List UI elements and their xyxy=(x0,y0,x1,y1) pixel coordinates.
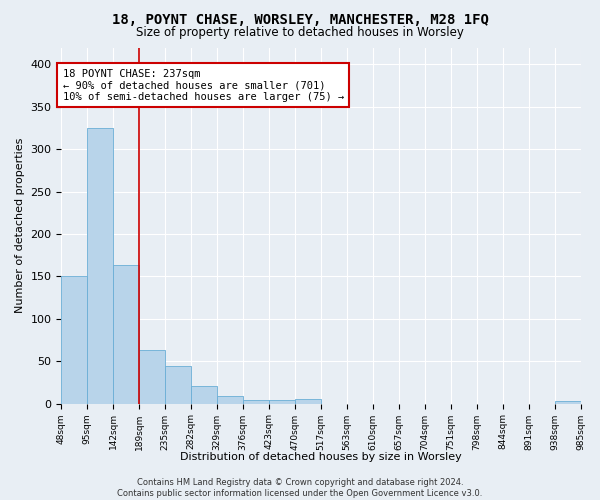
Bar xyxy=(61,276,88,404)
Bar xyxy=(139,350,165,404)
Bar xyxy=(217,396,243,404)
Text: Size of property relative to detached houses in Worsley: Size of property relative to detached ho… xyxy=(136,26,464,39)
Bar xyxy=(88,128,113,404)
Text: Contains HM Land Registry data © Crown copyright and database right 2024.
Contai: Contains HM Land Registry data © Crown c… xyxy=(118,478,482,498)
Bar xyxy=(269,400,295,404)
Bar xyxy=(295,400,321,404)
Bar xyxy=(165,366,191,404)
Bar xyxy=(113,266,139,404)
Text: 18, POYNT CHASE, WORSLEY, MANCHESTER, M28 1FQ: 18, POYNT CHASE, WORSLEY, MANCHESTER, M2… xyxy=(112,12,488,26)
X-axis label: Distribution of detached houses by size in Worsley: Distribution of detached houses by size … xyxy=(180,452,462,462)
Bar xyxy=(191,386,217,404)
Y-axis label: Number of detached properties: Number of detached properties xyxy=(15,138,25,313)
Text: 18 POYNT CHASE: 237sqm
← 90% of detached houses are smaller (701)
10% of semi-de: 18 POYNT CHASE: 237sqm ← 90% of detached… xyxy=(63,68,344,102)
Bar xyxy=(243,400,269,404)
Bar xyxy=(554,401,581,404)
